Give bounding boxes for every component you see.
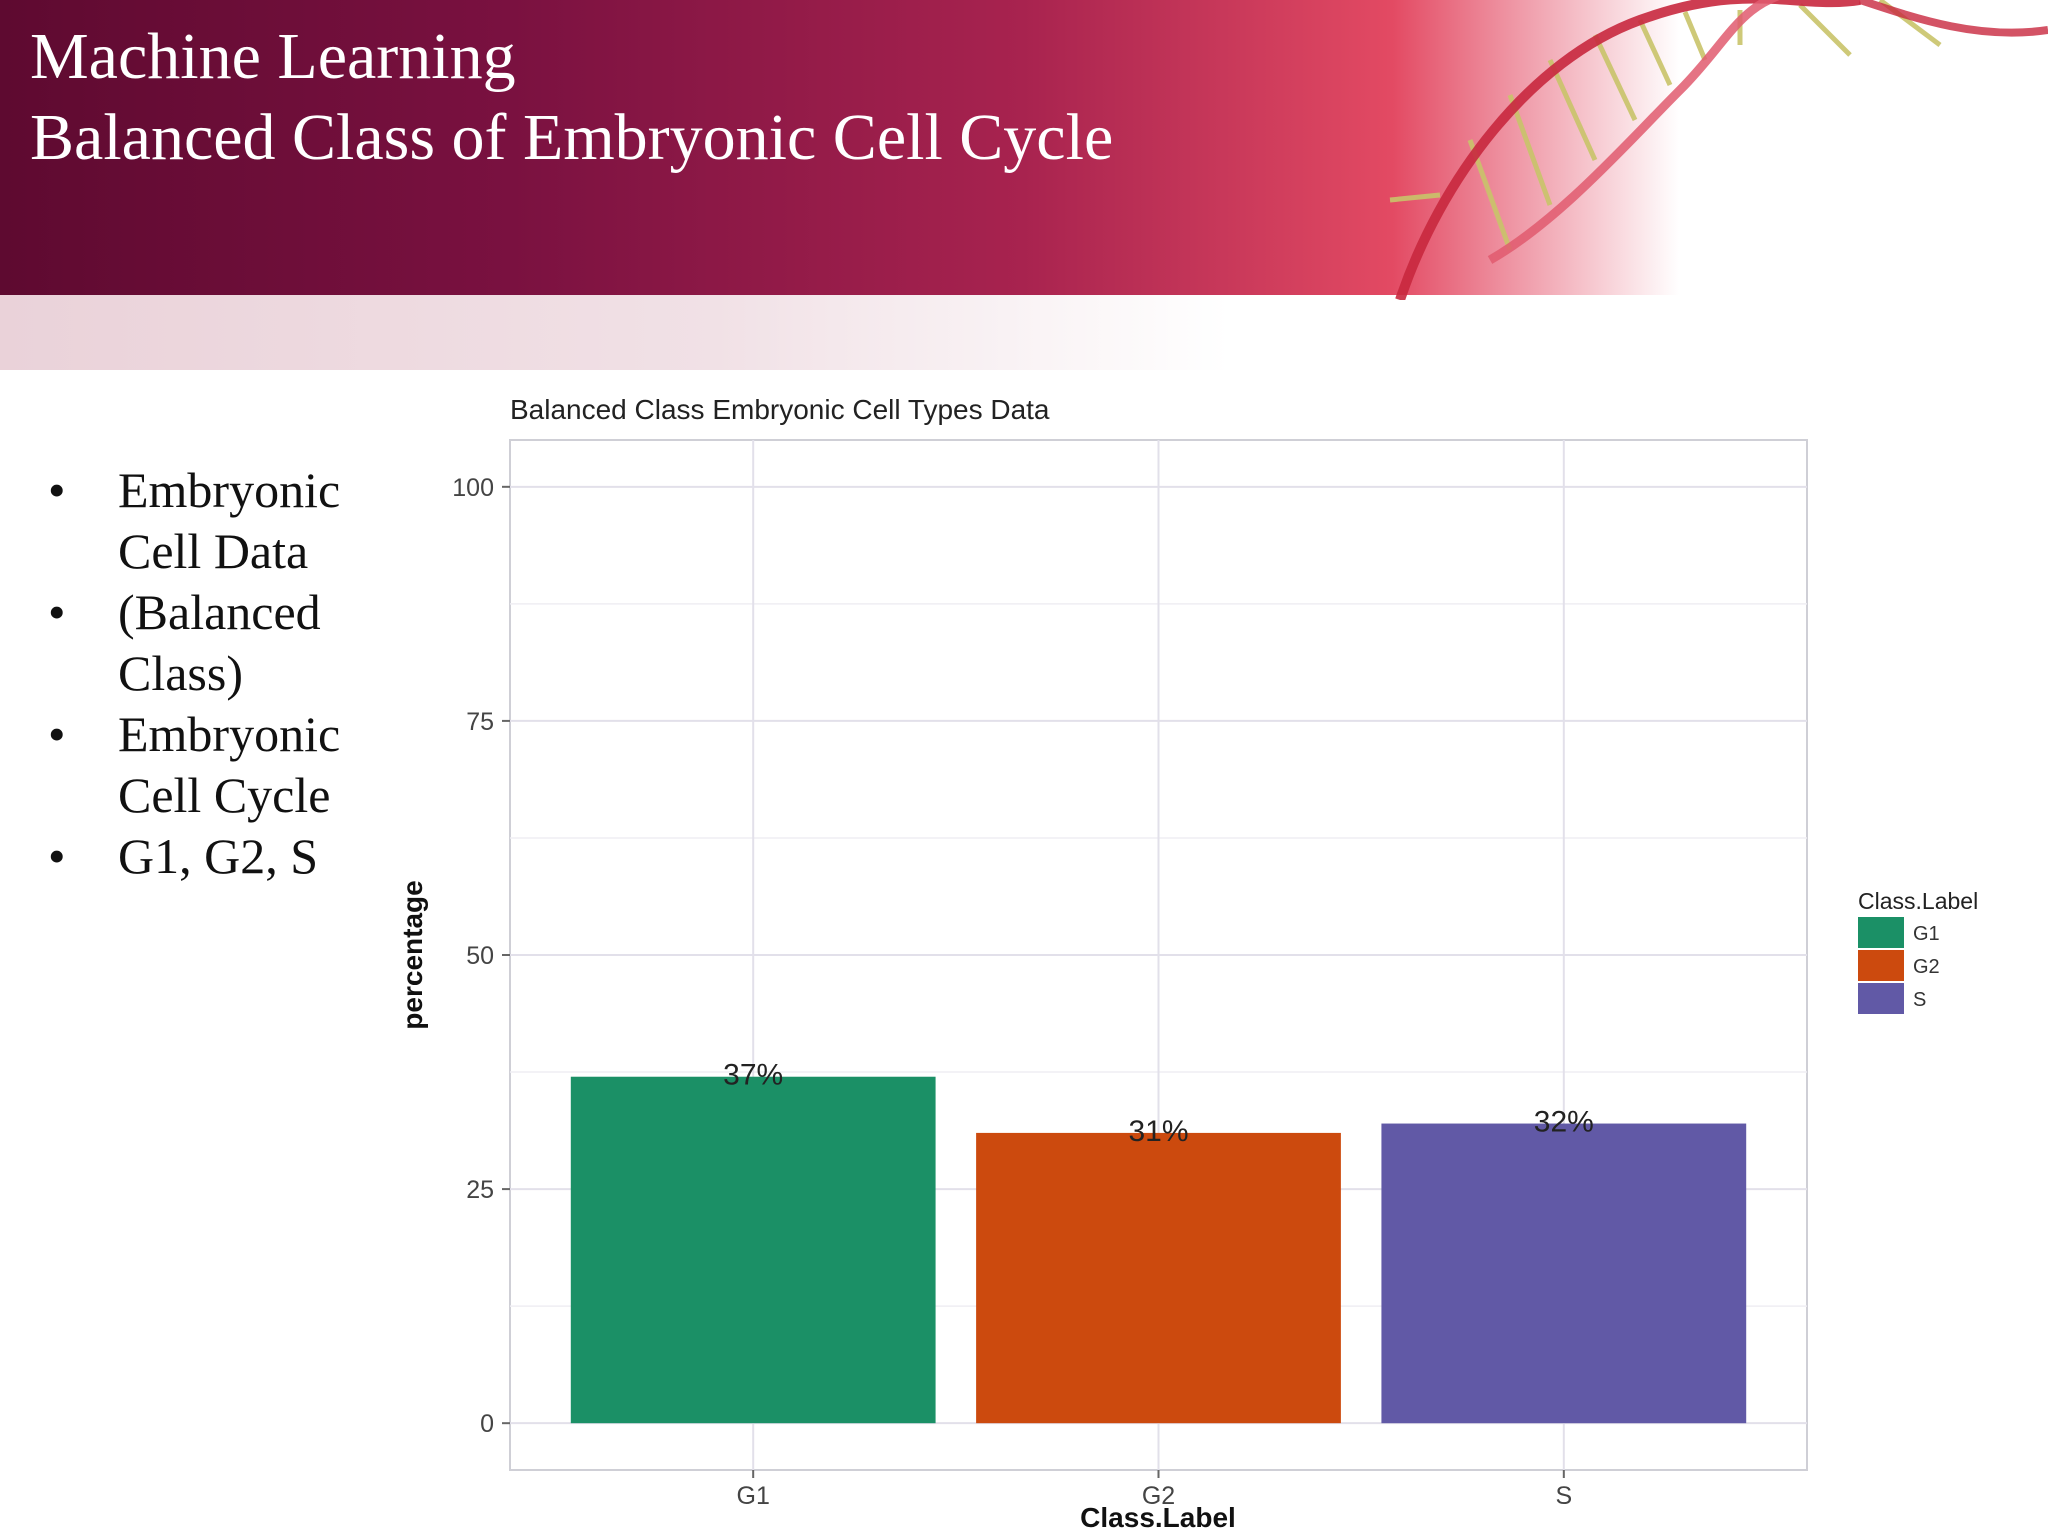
x-tick-label: G2 (1142, 1482, 1175, 1510)
y-tick-label: 50 (466, 942, 494, 970)
header-underband (0, 295, 2048, 370)
bullet-dot-icon: • (48, 584, 66, 640)
y-axis-title: percentage (397, 880, 428, 1029)
chart-title: Balanced Class Embryonic Cell Types Data (510, 394, 1050, 425)
bullet-text: Embryonic Cell Cycle (118, 706, 341, 823)
header-band (0, 0, 2048, 295)
x-axis: G1 G2 S (737, 1470, 1572, 1510)
bar-g1 (570, 1076, 936, 1424)
x-axis-title: Class.Label (1080, 1502, 1236, 1533)
legend-swatch-s (1858, 983, 1904, 1014)
slide-title-line-1: Machine Learning (30, 20, 516, 93)
bar-s (1381, 1123, 1747, 1424)
bars-layer (570, 1076, 1747, 1424)
y-tick-label: 25 (466, 1176, 494, 1204)
bar-g2 (976, 1132, 1341, 1424)
bar-value-label: 31% (1128, 1115, 1188, 1148)
bar-chart: Balanced Class Embryonic Cell Types Data… (397, 394, 1978, 1533)
bullet-item: • G1, G2, S (48, 826, 408, 887)
x-tick-label: G1 (737, 1482, 770, 1510)
y-axis: 0 25 50 75 100 (452, 474, 510, 1438)
bullet-text: Embryonic Cell Data (118, 462, 341, 579)
legend-label: G1 (1913, 923, 1940, 945)
legend-swatch-g1 (1858, 917, 1904, 948)
y-tick-label: 75 (466, 708, 494, 736)
bullet-item: • Embryonic Cell Data (48, 460, 408, 582)
slide-title-line-2: Balanced Class of Embryonic Cell Cycle (30, 101, 1114, 174)
legend-label: S (1913, 989, 1926, 1011)
legend-swatch-g2 (1858, 950, 1904, 981)
bullet-item: • (Balanced Class) (48, 582, 408, 704)
bullet-dot-icon: • (48, 462, 66, 518)
bar-value-label: 32% (1534, 1106, 1594, 1139)
legend-title: Class.Label (1858, 888, 1978, 914)
bar-value-label: 37% (723, 1059, 783, 1092)
bullet-text: G1, G2, S (118, 828, 319, 884)
legend-label: G2 (1913, 956, 1940, 978)
bullet-dot-icon: • (48, 706, 66, 762)
bullet-list: • Embryonic Cell Data • (Balanced Class)… (48, 460, 408, 887)
legend-entries: G1 G2 S (1858, 917, 1940, 1014)
bullet-text: (Balanced Class) (118, 584, 321, 701)
bullet-dot-icon: • (48, 828, 66, 884)
x-tick-label: S (1555, 1482, 1572, 1510)
dna-helix-image (1389, 0, 2048, 300)
y-tick-label: 0 (480, 1410, 494, 1438)
labels-layer: 37% 31% 32% (723, 1059, 1594, 1148)
legend: Class.Label G1 G2 S (1858, 888, 1978, 1014)
bullet-item: • Embryonic Cell Cycle (48, 704, 408, 826)
y-tick-label: 100 (452, 474, 494, 502)
